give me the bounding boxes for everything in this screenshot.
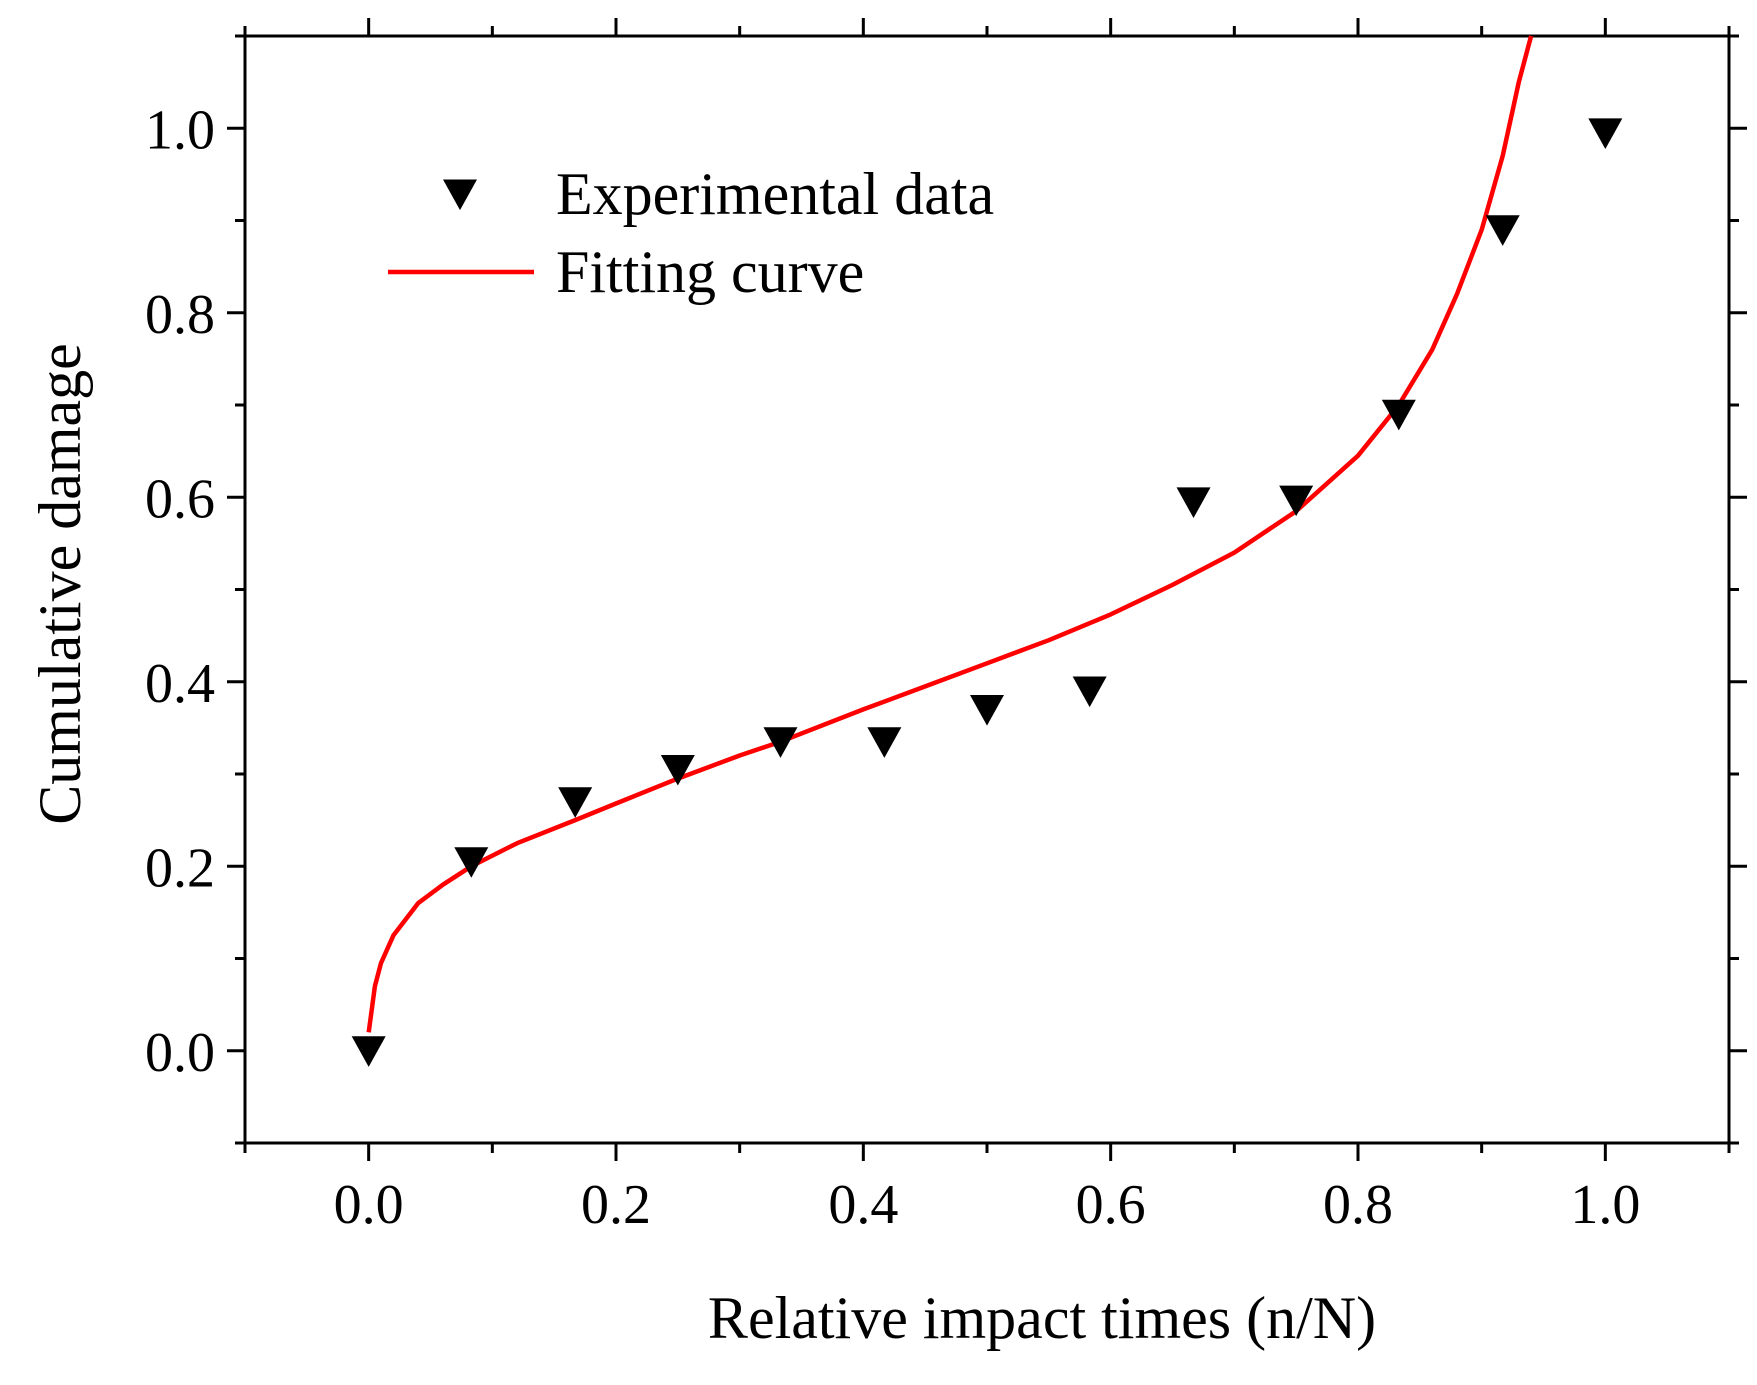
x-tick-label: 1.0 xyxy=(1570,1174,1640,1236)
y-tick-label: 0.6 xyxy=(145,468,215,530)
experimental-data-point xyxy=(1279,485,1314,517)
x-tick-label: 0.2 xyxy=(581,1174,651,1236)
y-tick-label: 0.8 xyxy=(145,284,215,346)
experimental-data-point xyxy=(558,787,593,818)
y-tick-label: 0.0 xyxy=(145,1022,215,1084)
experimental-data-point xyxy=(1381,399,1416,431)
x-tick-label: 0.8 xyxy=(1323,1174,1393,1236)
y-tick-label: 1.0 xyxy=(145,99,215,161)
x-axis-title: Relative impact times (n/N) xyxy=(708,1285,1376,1351)
experimental-data-point xyxy=(1176,487,1211,519)
y-axis-title: Cumulative damage xyxy=(27,343,93,825)
experimental-data-point xyxy=(867,727,902,758)
y-tick-label: 0.4 xyxy=(145,653,215,715)
fitting-curve-line xyxy=(366,35,1534,1033)
legend-label-fitting: Fitting curve xyxy=(556,239,864,305)
x-tick-label: 0.0 xyxy=(334,1174,404,1236)
legend-marker-experimental xyxy=(443,179,477,211)
experimental-data-point xyxy=(351,1036,386,1067)
experimental-data-point xyxy=(1072,676,1107,708)
experimental-data-point xyxy=(660,754,695,786)
experimental-data-point xyxy=(1588,118,1623,150)
experimental-data-point xyxy=(763,727,798,758)
experimental-data-point xyxy=(454,847,489,878)
x-tick-label: 0.6 xyxy=(1076,1174,1146,1236)
y-tick-label: 0.2 xyxy=(145,837,215,899)
legend-label-experimental: Experimental data xyxy=(556,161,994,227)
experimental-data-point xyxy=(970,694,1004,726)
experimental-data-point xyxy=(1485,215,1520,246)
x-tick-label: 0.4 xyxy=(828,1174,898,1236)
